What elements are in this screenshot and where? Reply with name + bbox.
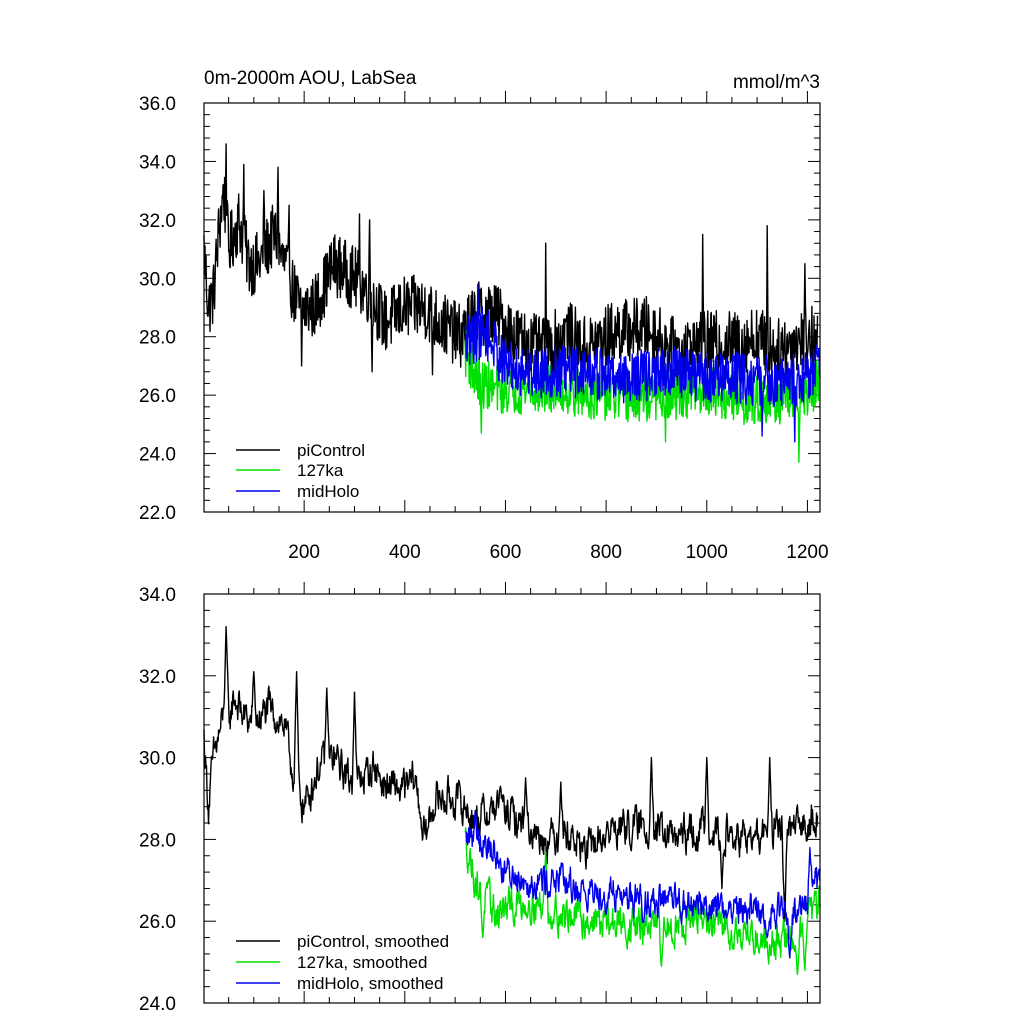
y-tick-label: 24.0: [139, 445, 176, 466]
legend-label-127ka: 127ka, smoothed: [297, 953, 427, 972]
y-tick-label: 32.0: [139, 667, 176, 688]
y-tick-label: 34.0: [139, 585, 176, 606]
bottom-panel: 24.0 26.0 28.0 30.0 32.0 34.0 piControl, smoo…: [139, 582, 821, 1015]
series-line-picontrol: [203, 143, 819, 382]
chart-title: 0m-2000m AOU, LabSea: [204, 68, 417, 89]
series-line-midholo: [464, 283, 821, 443]
legend-label-picontrol: piControl, smoothed: [297, 932, 449, 951]
y-tick-label: 36.0: [139, 94, 176, 115]
y-tick-label: 28.0: [139, 830, 176, 851]
y-tick-label: 30.0: [139, 269, 176, 290]
y-tick-label: 30.0: [139, 749, 176, 770]
legend-label-midholo: midHolo: [297, 482, 359, 501]
top-panel: 0m-2000m AOU, LabSea mmol/m^3 22.0 24.0 26…: [139, 68, 829, 563]
y-tick-label: 32.0: [139, 211, 176, 232]
units-label: mmol/m^3: [733, 72, 820, 93]
y-tick-label: 22.0: [139, 503, 176, 524]
series-line-picontrol: [203, 626, 819, 922]
y-tick-label: 26.0: [139, 386, 176, 407]
series-line-127ka: [464, 827, 821, 976]
x-tick-label: 400: [389, 542, 421, 563]
series-line-midholo: [465, 810, 821, 959]
x-tick-label: 1000: [686, 542, 728, 563]
plot-frame: [203, 593, 821, 1004]
y-tick-label: 34.0: [139, 152, 176, 173]
x-tick-label: 800: [590, 542, 622, 563]
y-tick-label: 26.0: [139, 912, 176, 933]
x-tick-label: 200: [288, 542, 320, 563]
legend: piControl 127ka midHolo: [236, 441, 365, 501]
y-tick-label: 28.0: [139, 328, 176, 349]
y-tick-label: 24.0: [139, 994, 176, 1015]
legend: piControl, smoothed 127ka, smoothed midH…: [236, 932, 449, 993]
legend-label-127ka: 127ka: [297, 461, 344, 480]
x-tick-label: 600: [490, 542, 522, 563]
legend-label-midholo: midHolo, smoothed: [297, 974, 443, 993]
plot-frame: [203, 102, 821, 513]
legend-label-picontrol: piControl: [297, 441, 365, 460]
x-tick-label: 1200: [786, 542, 828, 563]
